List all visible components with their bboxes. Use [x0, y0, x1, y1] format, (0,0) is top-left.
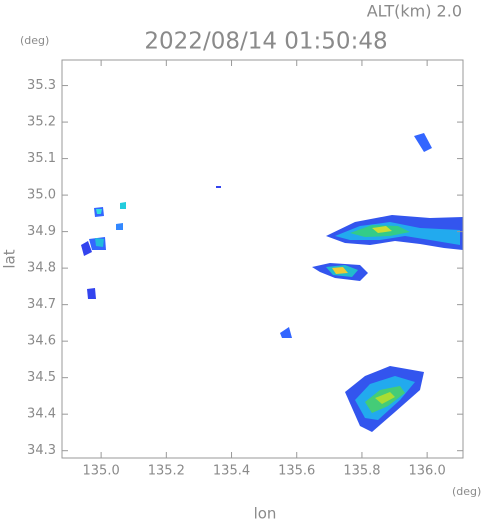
x-tick-label: 136.0	[409, 464, 446, 479]
y-tick-label: 34.9	[27, 224, 56, 239]
y-tick-label: 35.3	[27, 78, 56, 93]
plot-frame	[61, 59, 464, 459]
y-tick-label: 34.6	[27, 334, 56, 349]
x-tick-label: 135.6	[278, 464, 315, 479]
echoes	[81, 133, 463, 432]
x-tick-label: 135.4	[213, 464, 250, 479]
y-unit: (deg)	[20, 34, 49, 47]
y-tick-label: 35.1	[27, 151, 56, 166]
y-tick-label: 35.2	[27, 115, 56, 130]
x-tick-label: 135.2	[148, 464, 185, 479]
x-tick-label: 135.8	[343, 464, 380, 479]
y-tick-label: 34.4	[27, 407, 56, 422]
altitude-label: ALT(km) 2.0	[367, 2, 462, 21]
y-tick-label: 34.5	[27, 370, 56, 385]
y-tick-label: 34.7	[27, 297, 56, 312]
y-tick-label: 34.8	[27, 261, 56, 276]
y-tick-label: 34.3	[27, 443, 56, 458]
y-tick-label: 35.0	[27, 188, 56, 203]
chart-title: 2022/08/14 01:50:48	[144, 29, 387, 55]
x-unit: (deg)	[452, 485, 481, 498]
x-axis-label: lon	[254, 505, 277, 521]
y-axis-label: lat	[1, 249, 19, 268]
x-tick-label: 135.0	[83, 464, 120, 479]
